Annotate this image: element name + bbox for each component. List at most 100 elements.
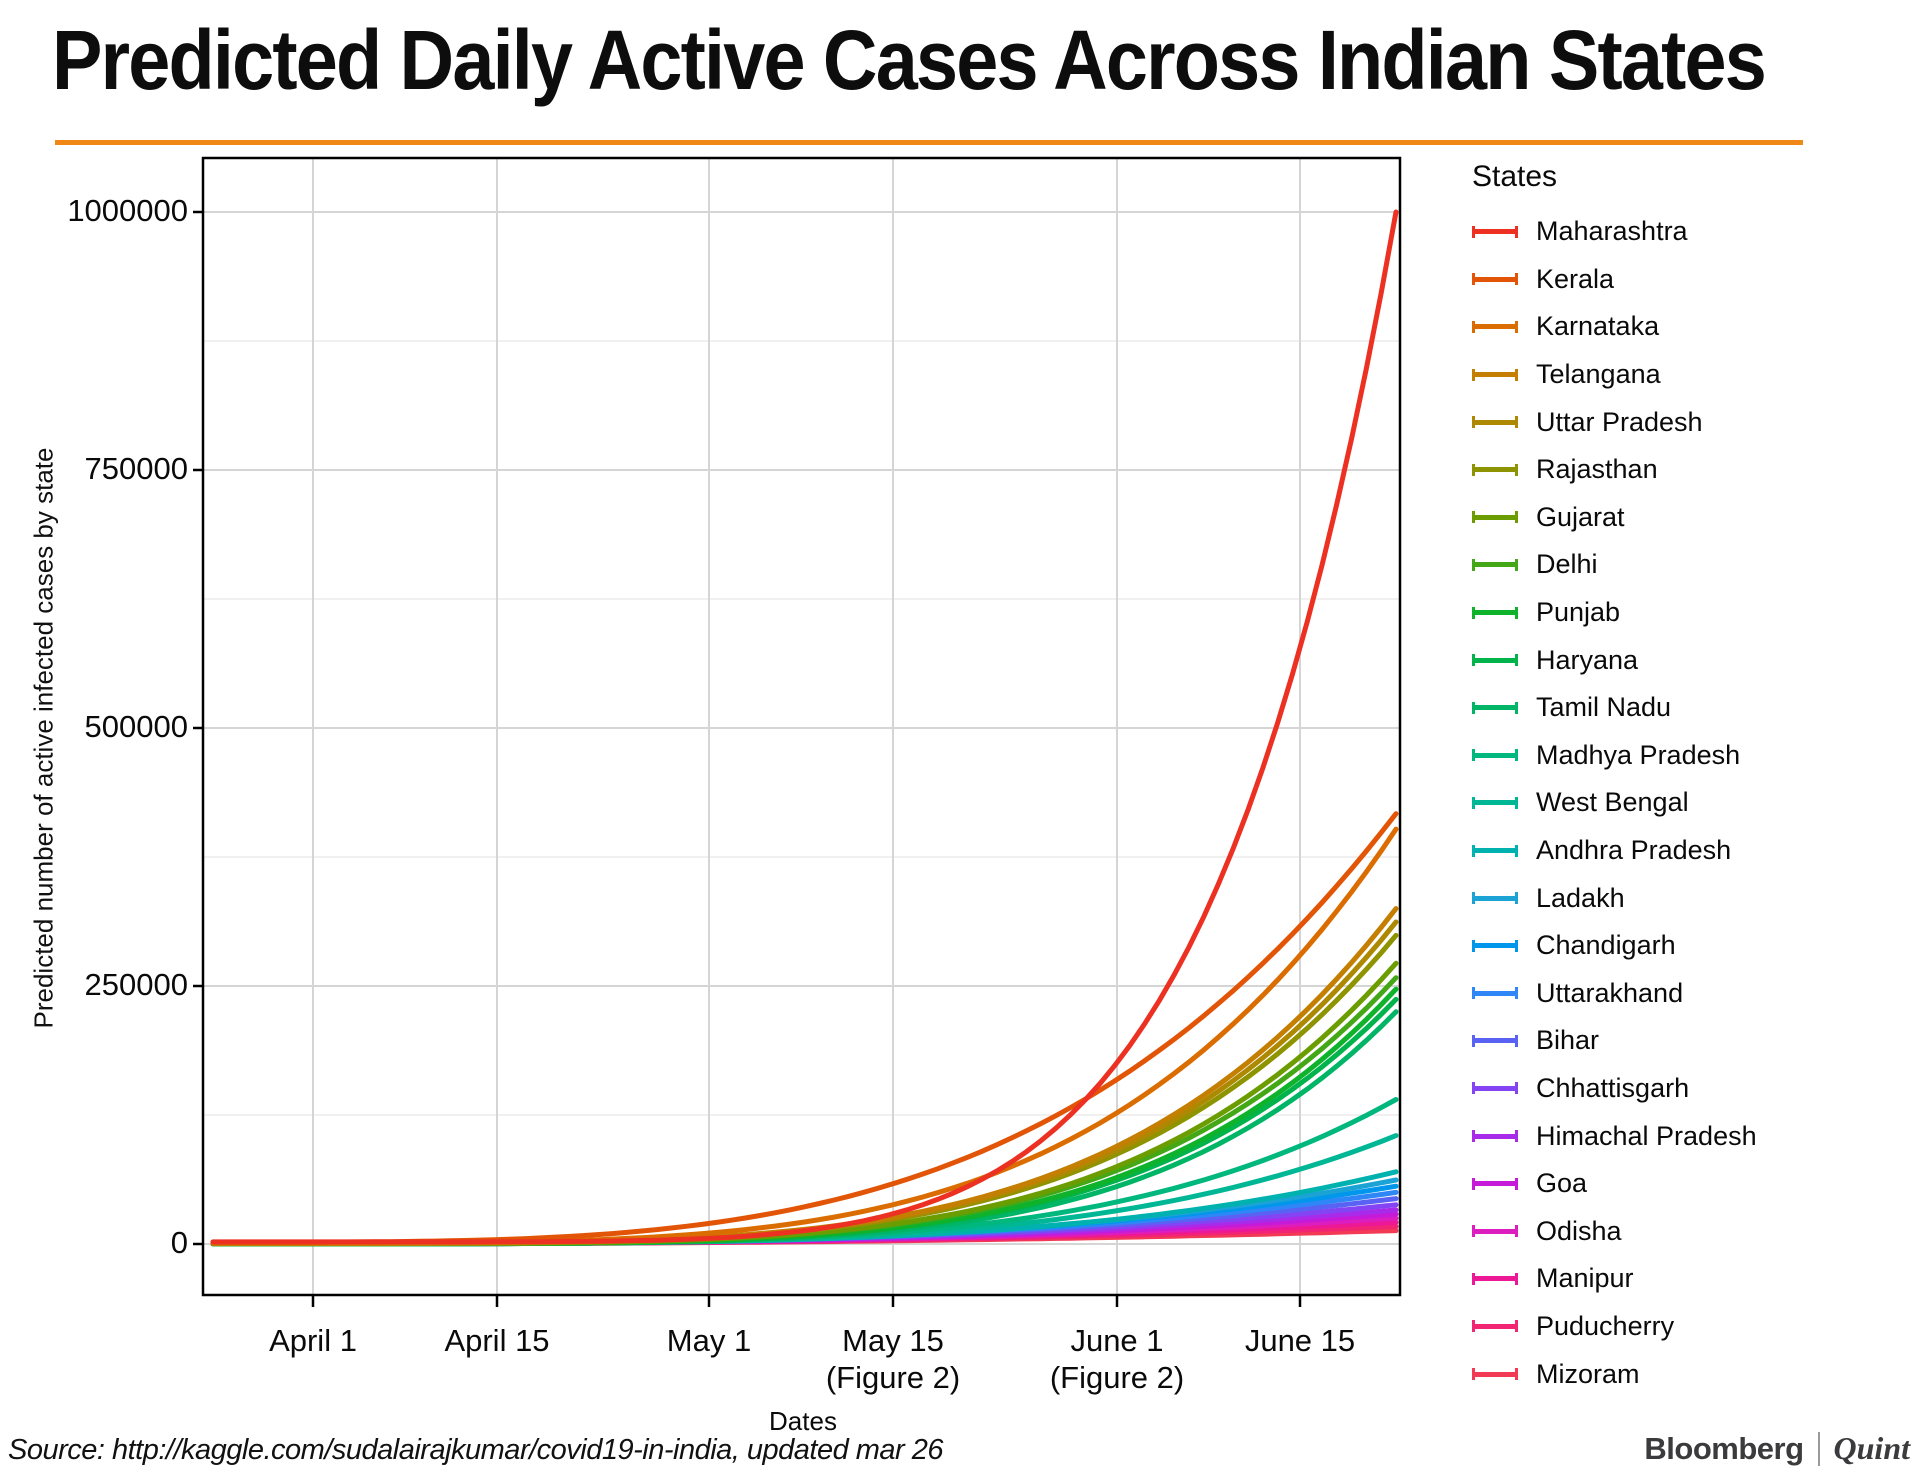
legend-swatch-part	[1472, 1225, 1475, 1238]
legend-swatch-part	[1472, 987, 1475, 1000]
legend-swatch-part	[1472, 1034, 1475, 1047]
legend-line-swatch	[1472, 606, 1518, 620]
legend-swatch-part	[1472, 514, 1518, 520]
legend-item-uttarakhand: Uttarakhand	[1472, 970, 1918, 1018]
legend-label: Telangana	[1536, 359, 1661, 390]
legend-swatch-part	[1472, 1177, 1475, 1190]
legend-label: Uttarakhand	[1536, 977, 1684, 1008]
legend-swatch-part	[1515, 368, 1518, 381]
legend-line-swatch	[1472, 844, 1518, 858]
legend-swatch-part	[1472, 1272, 1475, 1285]
y-tick-label: 250000	[84, 967, 188, 1002]
legend-label: Puducherry	[1536, 1310, 1675, 1341]
legend-line-swatch	[1472, 1177, 1518, 1191]
legend-swatch-part	[1515, 987, 1518, 1000]
legend-label: Karnataka	[1536, 311, 1660, 342]
legend-item-karnataka: Karnataka	[1472, 303, 1918, 351]
legend-line-swatch	[1472, 272, 1518, 286]
legend-item-telangana: Telangana	[1472, 351, 1918, 399]
legend-line-swatch	[1472, 701, 1518, 715]
legend-swatch-part	[1515, 1225, 1518, 1238]
x-tick-label: April 1	[269, 1323, 357, 1358]
legend-line-swatch	[1472, 1034, 1518, 1048]
legend-item-delhi: Delhi	[1472, 541, 1918, 589]
legend-swatch-part	[1472, 800, 1518, 806]
legend-item-maharashtra: Maharashtra	[1472, 208, 1918, 256]
legend-swatch-part	[1515, 1272, 1518, 1285]
legend-swatch-part	[1472, 939, 1475, 952]
gridlines-major	[203, 158, 1400, 1295]
legend-swatch-part	[1472, 320, 1475, 333]
legend-swatch-part	[1472, 368, 1475, 381]
legend-label: Goa	[1536, 1168, 1588, 1199]
legend-swatch-part	[1472, 324, 1518, 330]
legend-line-swatch	[1472, 510, 1518, 524]
legend-swatch-part	[1472, 1320, 1475, 1333]
x-axis-title: Dates	[769, 1406, 837, 1436]
legend-label: Madhya Pradesh	[1536, 739, 1741, 770]
legend-swatch-part	[1472, 705, 1518, 711]
legend-item-odisha: Odisha	[1472, 1207, 1918, 1255]
legend-swatch-part	[1472, 796, 1475, 809]
legend-swatch-part	[1472, 749, 1475, 762]
legend-item-chhattisgarh: Chhattisgarh	[1472, 1065, 1918, 1113]
legend-swatch-part	[1515, 225, 1518, 238]
legend-line-swatch	[1472, 225, 1518, 239]
brand-separator	[1817, 1431, 1820, 1466]
legend-swatch-part	[1472, 416, 1475, 429]
legend-line-swatch	[1472, 1272, 1518, 1286]
legend-label: Mizoram	[1536, 1358, 1640, 1389]
series-lines	[210, 209, 1399, 1247]
brand-logo: Bloomberg Quint	[1644, 1430, 1910, 1467]
legend-swatch-part	[1472, 848, 1518, 854]
legend-label: Delhi	[1536, 549, 1598, 580]
legend-swatch-part	[1515, 1320, 1518, 1333]
legend-swatch-part	[1472, 419, 1518, 425]
legend-swatch-part	[1472, 273, 1475, 286]
legend-swatch-part	[1515, 892, 1518, 905]
quint-logo: Quint	[1833, 1430, 1910, 1466]
gridlines-minor	[203, 340, 1400, 1116]
legend-line-swatch	[1472, 320, 1518, 334]
legend-item-ladakh: Ladakh	[1472, 874, 1918, 922]
legend-label: Rajasthan	[1536, 454, 1658, 485]
legend-item-tamil-nadu: Tamil Nadu	[1472, 684, 1918, 732]
legend-swatch-part	[1472, 1130, 1475, 1143]
legend-swatch-part	[1472, 1368, 1475, 1381]
legend-swatch-part	[1515, 1034, 1518, 1047]
legend-swatch-part	[1472, 1371, 1518, 1377]
legend-swatch-part	[1472, 1276, 1518, 1282]
legend-item-haryana: Haryana	[1472, 636, 1918, 684]
legend-swatch-part	[1472, 558, 1475, 571]
x-tick-label: April 15	[444, 1323, 550, 1358]
legend-line-swatch	[1472, 463, 1518, 477]
legend-item-himachal-pradesh: Himachal Pradesh	[1472, 1112, 1918, 1160]
legend-swatch-part	[1472, 895, 1518, 901]
x-tick-sublabel: (Figure 2)	[825, 1360, 961, 1395]
legend-swatch-part	[1472, 372, 1518, 378]
legend-line-swatch	[1472, 1319, 1518, 1333]
legend-item-uttar-pradesh: Uttar Pradesh	[1472, 398, 1918, 446]
legend-line-swatch	[1472, 1081, 1518, 1095]
legend-line-swatch	[1472, 796, 1518, 810]
legend-item-manipur: Manipur	[1472, 1255, 1918, 1303]
legend-line-swatch	[1472, 939, 1518, 953]
legend-swatch-part	[1472, 1181, 1518, 1187]
legend-swatch-part	[1515, 273, 1518, 286]
x-tick-sublabel: (Figure 2)	[1049, 1360, 1185, 1395]
axis-tick-marks	[193, 210, 1302, 1307]
legend-item-punjab: Punjab	[1472, 589, 1918, 637]
x-tick-label: May 1	[666, 1323, 752, 1358]
series-line-maharashtra	[210, 209, 1399, 1245]
legend-swatch-part	[1472, 225, 1475, 238]
legend-label: Tamil Nadu	[1536, 692, 1672, 723]
legend-item-rajasthan: Rajasthan	[1472, 446, 1918, 494]
legend-item-west-bengal: West Bengal	[1472, 779, 1918, 827]
legend-label: Manipur	[1536, 1263, 1634, 1294]
legend-label: Chandigarh	[1536, 930, 1676, 961]
legend-swatch-part	[1515, 939, 1518, 952]
legend-label: Himachal Pradesh	[1536, 1120, 1757, 1151]
legend-swatch-part	[1472, 606, 1475, 619]
legend-label: Gujarat	[1536, 501, 1625, 532]
legend-swatch-part	[1472, 654, 1475, 667]
